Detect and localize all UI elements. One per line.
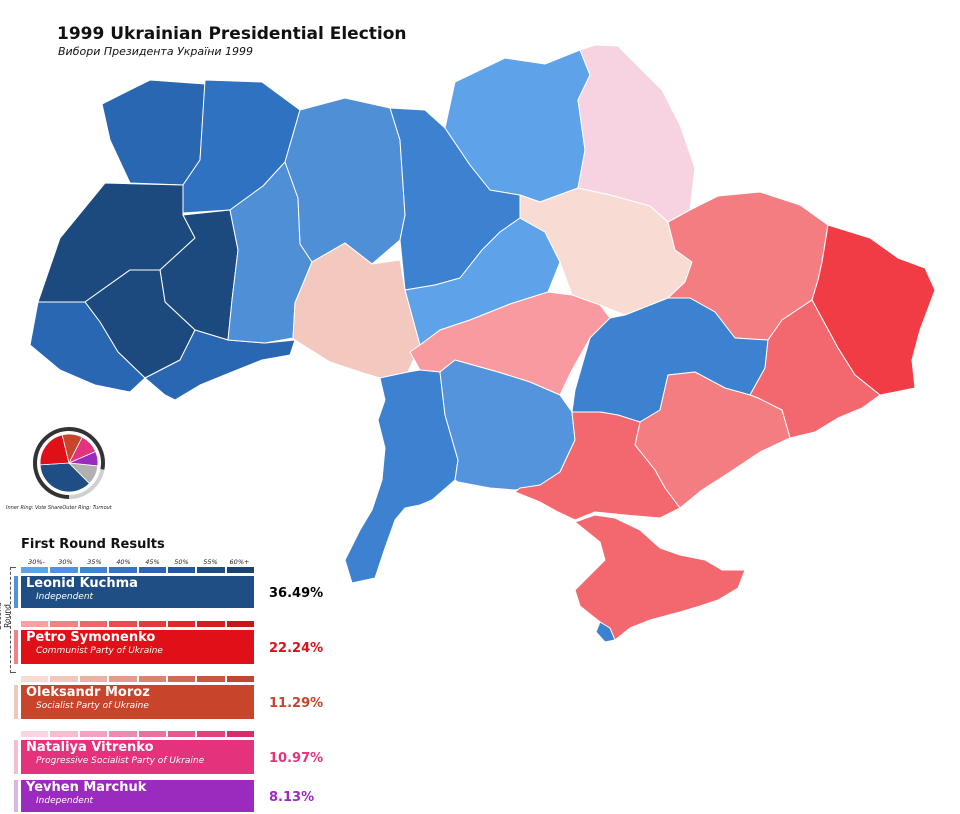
candidate-name: Oleksandr Moroz bbox=[26, 685, 150, 700]
color-scale-petro-symonenko bbox=[21, 621, 254, 627]
candidate-percent: 8.13% bbox=[269, 790, 315, 805]
turnout-ring bbox=[33, 427, 105, 499]
color-scale-leonid-kuchma bbox=[21, 567, 254, 573]
region-zhytomyr bbox=[284, 97, 406, 265]
scale-swatch bbox=[79, 621, 108, 627]
scale-swatch bbox=[138, 567, 166, 573]
scale-swatch bbox=[50, 621, 78, 627]
scale-swatch bbox=[167, 621, 196, 627]
results-title: First Round Results bbox=[21, 537, 165, 552]
candidate-name: Leonid Kuchma bbox=[26, 576, 138, 591]
scale-swatch bbox=[50, 676, 78, 682]
candidate-box-yevhen-marchuk: Yevhen Marchuk Independent bbox=[21, 780, 254, 812]
candidate-box-leonid-kuchma: Leonid Kuchma Independent bbox=[21, 576, 254, 608]
pie-caption: Inner Ring: Vote ShareOuter Ring: Turnou… bbox=[6, 505, 112, 511]
candidate-percent: 36.49% bbox=[269, 586, 324, 601]
scale-tick: 40% bbox=[116, 558, 131, 566]
candidate-name: Yevhen Marchuk bbox=[26, 780, 147, 795]
scale-swatch bbox=[109, 621, 137, 627]
candidate-party: Socialist Party of Ukraine bbox=[36, 701, 149, 711]
scale-swatch bbox=[138, 731, 166, 737]
scale-swatch bbox=[21, 676, 49, 682]
candidate-party: Independent bbox=[36, 592, 94, 602]
region-sevastopol bbox=[595, 621, 616, 643]
candidate-party: Progressive Socialist Party of Ukraine bbox=[36, 756, 205, 766]
scale-tick: 30% bbox=[58, 558, 73, 566]
scale-swatch bbox=[109, 567, 137, 573]
region-zakarpattia bbox=[29, 301, 146, 393]
scale-swatch bbox=[226, 567, 254, 573]
scale-tick: 50% bbox=[174, 558, 189, 566]
scale-swatch bbox=[197, 567, 225, 573]
scale-swatch bbox=[109, 676, 137, 682]
color-scale-oleksandr-moroz bbox=[21, 676, 254, 682]
scale-tick: 60%+ bbox=[229, 558, 250, 566]
scale-ticks: 30%- 30% 35% 40% 45% 50% 55% 60%+ bbox=[22, 558, 254, 566]
scale-swatch bbox=[21, 731, 49, 737]
scale-swatch bbox=[50, 731, 78, 737]
scale-swatch bbox=[197, 621, 225, 627]
scale-swatch bbox=[197, 731, 225, 737]
scale-swatch bbox=[109, 731, 137, 737]
scale-tick: 55% bbox=[203, 558, 218, 566]
scale-swatch bbox=[138, 621, 166, 627]
side-bar-petro-symonenko bbox=[14, 630, 18, 664]
candidate-percent: 11.29% bbox=[269, 696, 324, 711]
scale-tick: 45% bbox=[145, 558, 160, 566]
candidate-party: Independent bbox=[36, 796, 94, 806]
scale-swatch bbox=[167, 676, 196, 682]
scale-swatch bbox=[79, 676, 108, 682]
candidate-box-petro-symonenko: Petro Symonenko Communist Party of Ukrain… bbox=[21, 630, 254, 664]
scale-tick: 30%- bbox=[28, 558, 45, 566]
side-bar-oleksandr-moroz bbox=[14, 685, 18, 719]
side-bar-nataliya-vitrenko bbox=[14, 740, 18, 774]
scale-swatch bbox=[197, 676, 225, 682]
scale-swatch bbox=[226, 621, 254, 627]
scale-swatch bbox=[21, 567, 49, 573]
page-title: 1999 Ukrainian Presidential Election bbox=[57, 24, 407, 44]
candidate-box-nataliya-vitrenko: Nataliya Vitrenko Progressive Socialist P… bbox=[21, 740, 254, 774]
region-odesa bbox=[344, 369, 459, 584]
candidate-name: Nataliya Vitrenko bbox=[26, 740, 154, 755]
pie-slice-petro-symonenko bbox=[39, 434, 70, 466]
pie-slice-other bbox=[67, 462, 99, 485]
region-kherson bbox=[514, 411, 681, 521]
scale-swatch bbox=[226, 731, 254, 737]
pie-slice-leonid-kuchma bbox=[39, 462, 91, 493]
color-scale-nataliya-vitrenko bbox=[21, 731, 254, 737]
scale-swatch bbox=[167, 731, 196, 737]
scale-swatch bbox=[138, 676, 166, 682]
candidate-percent: 10.97% bbox=[269, 751, 324, 766]
candidate-name: Petro Symonenko bbox=[26, 630, 156, 645]
pie-chart bbox=[33, 427, 105, 499]
candidate-box-oleksandr-moroz: Oleksandr Moroz Socialist Party of Ukrain… bbox=[21, 685, 254, 719]
region-volyn bbox=[101, 79, 206, 186]
scale-swatch bbox=[79, 567, 108, 573]
candidate-percent: 22.24% bbox=[269, 641, 324, 656]
scale-swatch bbox=[50, 567, 78, 573]
second-round-bracket bbox=[10, 567, 16, 673]
scale-swatch bbox=[21, 621, 49, 627]
region-crimea bbox=[574, 514, 746, 641]
scale-tick: 35% bbox=[87, 558, 102, 566]
side-bar-yevhen-marchuk bbox=[14, 780, 18, 812]
second-round-label: Second Round bbox=[0, 602, 12, 630]
scale-swatch bbox=[167, 567, 196, 573]
candidate-party: Communist Party of Ukraine bbox=[36, 646, 163, 656]
page-subtitle: Вибори Президента України 1999 bbox=[58, 45, 254, 58]
region-vinnytsia bbox=[292, 242, 421, 379]
scale-swatch bbox=[79, 731, 108, 737]
region-luhansk bbox=[811, 224, 936, 396]
scale-swatch bbox=[226, 676, 254, 682]
side-bar-leonid-kuchma bbox=[14, 576, 18, 608]
